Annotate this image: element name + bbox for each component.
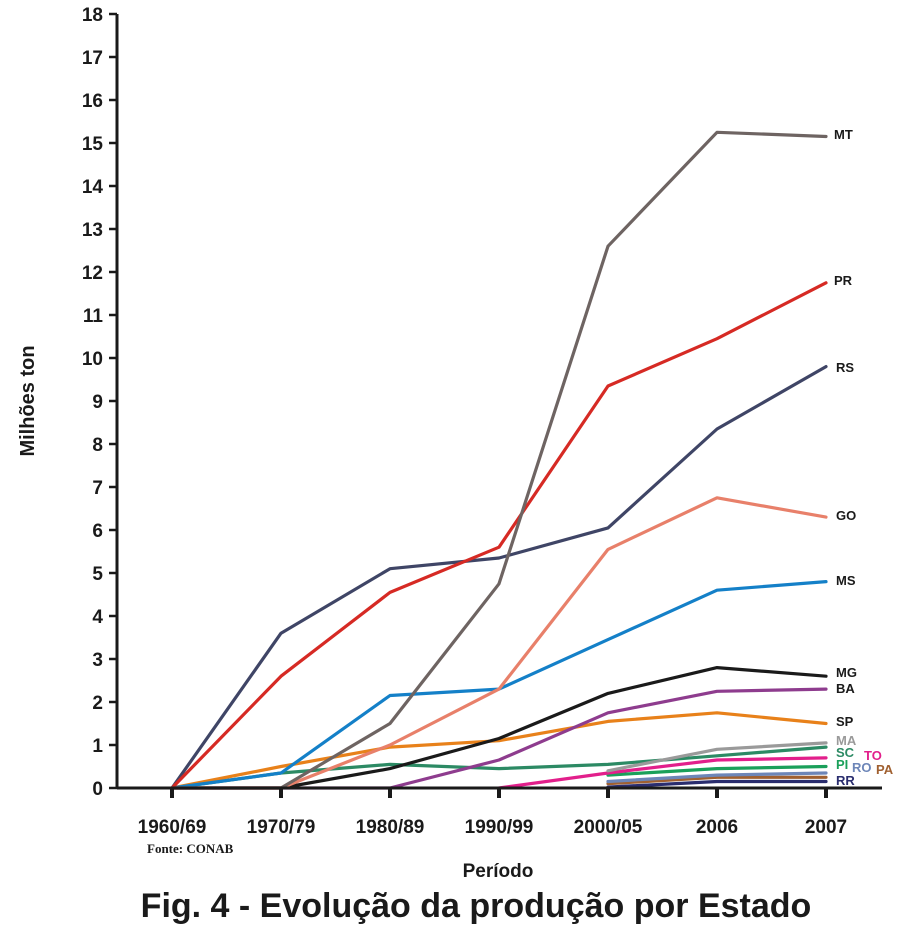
series-label-ba: BA — [836, 681, 855, 696]
y-tick-label: 9 — [92, 392, 103, 413]
series-lines — [170, 130, 828, 790]
series-label-ms: MS — [836, 573, 856, 588]
series-label-rr: RR — [836, 773, 855, 788]
y-tick-label: 13 — [82, 220, 103, 241]
series-label-rs: RS — [836, 360, 854, 375]
y-tick-label: 14 — [82, 177, 104, 198]
y-tick-label: 18 — [82, 5, 103, 26]
series-line-ro — [606, 771, 828, 784]
series-label-ro: RO — [852, 760, 872, 775]
series-label-sp: SP — [836, 714, 854, 729]
y-tick-label: 12 — [82, 263, 103, 284]
series-line-ma — [606, 741, 828, 773]
series-label-ma: MA — [836, 733, 857, 748]
series-label-to: TO — [864, 748, 882, 763]
series-line-to — [497, 756, 828, 790]
y-tick-label: 6 — [92, 521, 103, 542]
x-axis-label: Período — [463, 861, 534, 882]
y-tick-label: 17 — [82, 48, 103, 69]
y-tick-label: 0 — [92, 779, 103, 800]
x-tick-label: 1960/69 — [138, 817, 207, 838]
y-tick-label: 1 — [92, 736, 103, 757]
x-tick-label: 2006 — [696, 817, 738, 838]
x-tick-label: 1980/89 — [356, 817, 425, 838]
source-note: Fonte: CONAB — [147, 841, 234, 856]
series-line-go — [170, 496, 828, 790]
y-tick-label: 2 — [92, 693, 103, 714]
y-tick-label: 10 — [82, 349, 103, 370]
series-line-pa — [606, 775, 828, 786]
x-tick-label: 1970/79 — [247, 817, 316, 838]
series-label-pa: PA — [876, 762, 894, 777]
y-tick-label: 8 — [92, 435, 103, 456]
y-tick-label: 11 — [83, 306, 104, 327]
series-line-pi — [606, 764, 828, 777]
figure-title: Fig. 4 - Evolução da produção por Estado — [141, 887, 812, 925]
y-tick-label: 7 — [92, 478, 103, 499]
series-line-rr — [606, 779, 828, 789]
x-tick-label: 2007 — [805, 817, 847, 838]
series-label-sc: SC — [836, 745, 855, 760]
series-line-rs — [170, 365, 828, 790]
x-tick-label: 1990/99 — [465, 817, 534, 838]
y-tick-label: 15 — [82, 134, 104, 155]
series-label-pi: PI — [836, 757, 848, 772]
series-line-sp — [170, 711, 828, 790]
x-tick-label: 2000/05 — [574, 817, 643, 838]
series-label-pr: PR — [834, 273, 853, 288]
axes — [109, 12, 882, 798]
series-label-mt: MT — [834, 127, 853, 142]
y-tick-label: 4 — [92, 607, 103, 628]
y-tick-label: 16 — [82, 91, 103, 112]
series-line-pr — [170, 281, 828, 790]
series-label-mg: MG — [836, 665, 857, 680]
y-tick-label: 3 — [92, 650, 103, 671]
y-tick-label: 5 — [92, 564, 103, 585]
series-label-go: GO — [836, 508, 856, 523]
y-axis-label: Milhões ton — [17, 345, 39, 456]
series-line-ms — [170, 580, 828, 790]
